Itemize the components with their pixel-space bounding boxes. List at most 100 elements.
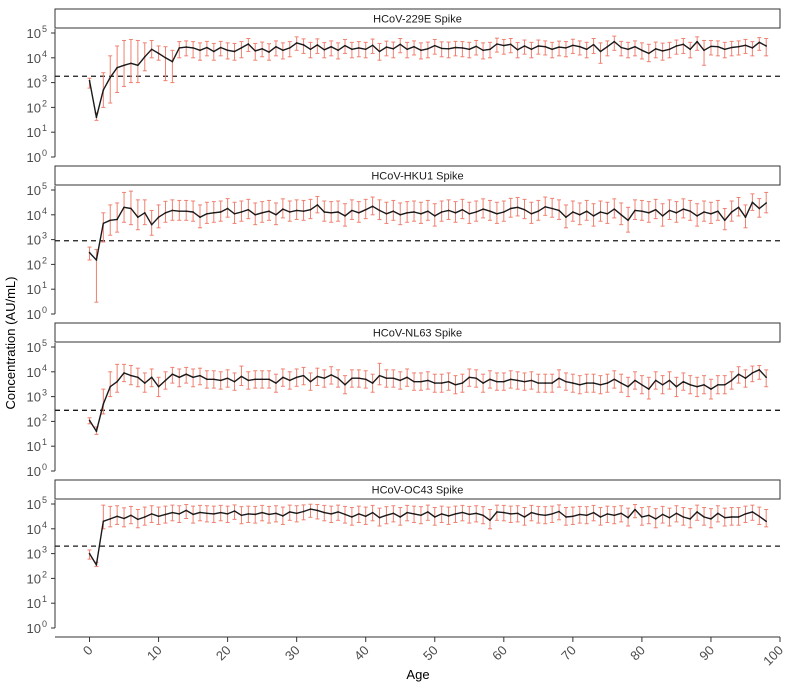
data-point xyxy=(433,382,436,384)
data-point xyxy=(592,215,595,217)
data-point xyxy=(537,45,540,47)
data-point xyxy=(578,513,581,516)
error-bar xyxy=(750,504,755,521)
y-tick-exponent: 4 xyxy=(42,49,47,59)
error-bar xyxy=(494,37,499,53)
data-point xyxy=(219,379,222,382)
data-point xyxy=(171,60,174,63)
data-point xyxy=(482,514,484,517)
data-point xyxy=(109,385,112,388)
y-tick-exponent: 1 xyxy=(42,123,47,133)
data-point xyxy=(496,212,498,215)
error-bar xyxy=(529,201,534,224)
error-bar xyxy=(412,40,417,56)
y-tick-label: 10 xyxy=(27,183,41,198)
data-point xyxy=(233,212,236,215)
error-bar xyxy=(398,202,403,226)
error-bar xyxy=(715,40,720,57)
data-point xyxy=(551,382,553,384)
data-point xyxy=(530,379,533,382)
data-point xyxy=(440,382,443,384)
data-point xyxy=(627,385,629,388)
data-point xyxy=(765,202,767,204)
y-tick-exponent: 0 xyxy=(42,148,47,158)
error-bar xyxy=(101,388,106,415)
error-bar xyxy=(639,199,644,221)
data-point xyxy=(461,382,464,384)
data-point xyxy=(482,382,484,384)
data-point xyxy=(744,377,747,380)
data-point xyxy=(351,377,353,380)
data-point xyxy=(413,380,415,383)
error-bar xyxy=(536,39,541,55)
y-tick-exponent: 3 xyxy=(42,231,47,241)
data-point xyxy=(116,515,118,518)
data-point xyxy=(620,512,622,515)
data-point xyxy=(717,210,719,212)
error-bar xyxy=(253,42,258,61)
data-point xyxy=(737,206,740,209)
y-tick-exponent: 3 xyxy=(42,74,47,84)
data-point xyxy=(675,512,678,515)
data-point xyxy=(213,212,215,214)
y-tick-label: 10 xyxy=(27,340,41,355)
error-bar xyxy=(764,369,769,388)
data-point xyxy=(627,48,629,51)
data-point xyxy=(489,210,491,212)
data-point xyxy=(109,76,112,79)
error-bar xyxy=(674,201,679,223)
data-point xyxy=(406,376,408,379)
data-point xyxy=(668,48,671,51)
error-bar xyxy=(412,200,417,222)
data-point xyxy=(703,516,705,518)
error-bar xyxy=(384,40,389,57)
error-bar xyxy=(101,212,106,243)
panel-strip xyxy=(54,479,781,500)
data-point xyxy=(95,259,98,261)
error-bar xyxy=(391,199,396,221)
error-bar xyxy=(184,504,189,520)
y-tick-label: 10 xyxy=(27,125,41,140)
data-point xyxy=(558,209,560,212)
data-point xyxy=(233,50,236,53)
data-point xyxy=(137,216,139,219)
data-point xyxy=(344,513,346,516)
data-point xyxy=(351,209,353,212)
data-point xyxy=(551,207,553,210)
data-point xyxy=(88,552,91,555)
error-bar xyxy=(577,40,582,56)
data-point xyxy=(378,50,381,53)
data-point xyxy=(475,211,477,213)
data-point xyxy=(330,212,332,214)
error-bar xyxy=(218,200,223,222)
data-point xyxy=(710,388,712,390)
data-point xyxy=(668,379,671,382)
data-point xyxy=(178,47,181,49)
error-bar xyxy=(598,42,603,64)
error-bar xyxy=(184,199,189,221)
data-point xyxy=(420,514,422,517)
data-point xyxy=(758,207,761,210)
error-bar xyxy=(356,41,361,58)
data-point xyxy=(475,377,477,380)
data-point xyxy=(585,382,588,384)
data-point xyxy=(565,380,567,383)
data-point xyxy=(213,513,215,515)
y-tick-exponent: 4 xyxy=(42,520,47,530)
data-point xyxy=(717,45,719,48)
x-axis-title: Age xyxy=(406,667,429,682)
y-tick-label: 10 xyxy=(27,414,41,429)
data-point xyxy=(661,513,664,516)
data-point xyxy=(661,383,664,386)
data-point xyxy=(406,48,408,51)
data-point xyxy=(344,215,346,217)
data-point xyxy=(116,380,118,383)
data-point xyxy=(703,211,705,213)
error-bar xyxy=(405,201,410,223)
data-point xyxy=(364,208,367,211)
data-point xyxy=(420,380,422,383)
error-bar xyxy=(115,505,120,525)
data-point xyxy=(710,45,712,48)
data-point xyxy=(482,49,484,52)
